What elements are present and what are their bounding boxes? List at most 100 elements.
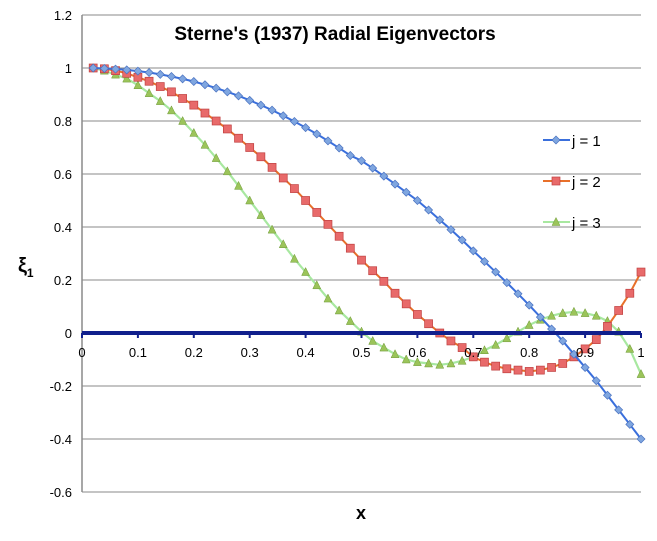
data-point — [379, 276, 389, 286]
data-point — [256, 100, 266, 110]
data-point — [446, 225, 456, 235]
data-point — [312, 280, 322, 290]
data-point — [401, 354, 411, 364]
data-point — [401, 299, 411, 309]
data-point — [424, 319, 433, 329]
series-j=2 — [88, 63, 646, 376]
data-point — [547, 363, 556, 372]
legend-label: j = 3 — [571, 215, 601, 232]
data-point — [368, 266, 378, 276]
series-j=1 — [88, 63, 646, 444]
data-point — [122, 73, 132, 83]
legend-item: j = 2 — [543, 174, 601, 191]
data-point — [551, 135, 561, 145]
data-point — [614, 405, 624, 415]
data-point — [368, 335, 378, 345]
data-point — [267, 105, 277, 115]
y-axis-label: ξ1 — [18, 255, 34, 280]
data-point — [278, 173, 288, 183]
data-point — [357, 255, 366, 265]
data-point — [558, 336, 568, 346]
data-point — [603, 322, 612, 331]
data-point — [524, 319, 534, 329]
data-point — [267, 163, 277, 172]
data-point — [379, 171, 389, 181]
data-point — [245, 95, 255, 105]
data-point — [614, 306, 623, 315]
data-point — [625, 419, 635, 429]
data-point — [558, 308, 568, 317]
legend-label: j = 1 — [571, 133, 601, 150]
data-point — [502, 278, 512, 288]
legend-label: j = 2 — [571, 174, 601, 191]
data-point — [468, 352, 478, 362]
data-point — [345, 243, 355, 253]
data-point — [323, 220, 333, 229]
y-tick-label: -0.4 — [50, 432, 72, 447]
data-point — [580, 308, 590, 317]
data-point — [200, 80, 210, 90]
data-point — [167, 105, 176, 115]
y-tick-label: -0.6 — [50, 485, 72, 500]
data-point — [312, 208, 322, 217]
data-point — [435, 359, 445, 369]
data-point — [636, 267, 646, 277]
data-point — [88, 63, 98, 73]
x-tick-label: 0.5 — [352, 345, 370, 360]
x-tick-label: 0.9 — [576, 345, 594, 360]
x-axis: 0 0.1 0.2 0.3 0.4 0.5 0.6 0.7 0.8 0.9 1 — [78, 331, 645, 360]
data-point — [345, 316, 355, 325]
x-tick-label: 0.2 — [185, 345, 203, 360]
x-tick-label: 0.3 — [241, 345, 259, 360]
data-point — [178, 115, 188, 125]
legend: j = 1 j = 2 j = 3 — [543, 133, 601, 232]
data-point — [290, 184, 299, 193]
y-tick-label: 0.2 — [54, 273, 72, 288]
data-point — [502, 364, 512, 374]
data-point — [480, 345, 489, 354]
data-point — [256, 210, 266, 219]
data-point — [245, 195, 255, 205]
data-point — [502, 333, 512, 343]
data-point — [412, 357, 422, 366]
data-point — [390, 349, 400, 358]
data-point — [211, 83, 221, 93]
data-point — [513, 365, 523, 375]
data-point — [379, 342, 389, 352]
x-tick-label: 0.8 — [520, 345, 538, 360]
data-point — [357, 156, 366, 166]
x-tick-label: 0.6 — [408, 345, 426, 360]
data-point — [234, 133, 243, 143]
data-point — [222, 166, 232, 176]
data-point — [301, 123, 311, 133]
data-point — [551, 176, 561, 186]
data-point — [535, 312, 545, 322]
data-point — [334, 231, 344, 241]
y-tick-labels: -0.6 -0.4 -0.2 0 0.2 0.4 0.6 0.8 1 1.2 — [50, 8, 72, 500]
data-point — [524, 367, 534, 376]
data-point — [222, 124, 232, 134]
y-tick-label: 1.2 — [54, 8, 72, 23]
data-point — [301, 196, 310, 205]
data-point — [446, 358, 456, 368]
data-point — [435, 215, 445, 225]
data-point — [368, 163, 378, 173]
data-point — [334, 143, 344, 153]
data-point — [155, 82, 165, 91]
data-point — [178, 94, 187, 103]
data-point — [491, 267, 501, 277]
data-point — [234, 91, 244, 101]
data-point — [133, 80, 143, 89]
data-point — [200, 139, 210, 149]
data-point — [144, 88, 154, 97]
data-point — [569, 349, 579, 359]
y-tick-label: 0.6 — [54, 167, 72, 182]
series-line — [93, 67, 642, 440]
data-point — [413, 310, 422, 319]
x-tick-label: 1 — [637, 345, 644, 360]
data-point — [334, 305, 344, 315]
data-point — [323, 293, 333, 303]
data-point — [278, 239, 288, 248]
x-tick-label: 0.1 — [129, 345, 147, 360]
data-point — [290, 253, 299, 263]
